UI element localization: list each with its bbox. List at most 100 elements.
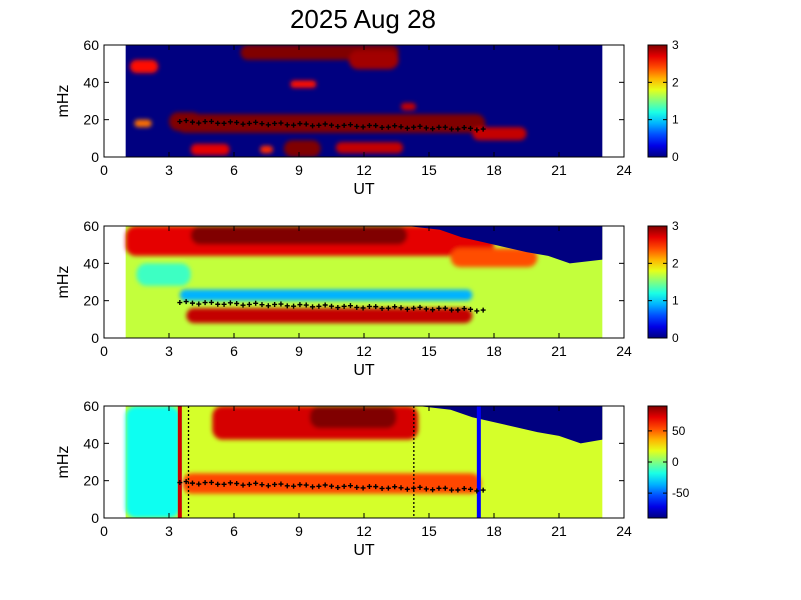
chart-title: 2025 Aug 28 bbox=[290, 4, 436, 34]
x-tick-label: 9 bbox=[295, 162, 303, 178]
colorbar-tick-label: 2 bbox=[672, 256, 679, 270]
ridge-point bbox=[215, 481, 221, 487]
colorbar-tick-label: 0 bbox=[672, 150, 679, 164]
ridge-point bbox=[373, 484, 379, 490]
x-tick-label: 3 bbox=[165, 162, 173, 178]
ridge-point bbox=[366, 483, 372, 489]
panel-phase: 0 3 6 9 12 15 18 21 24 0 20 40 60 UT mHz -50 0 50 bbox=[55, 398, 690, 559]
ridge-point bbox=[177, 480, 183, 486]
y-axis-label: mHz bbox=[55, 446, 72, 479]
ridge-point bbox=[284, 303, 290, 309]
y-tick-label: 0 bbox=[91, 330, 99, 346]
ridge-point bbox=[278, 481, 284, 487]
ridge-point bbox=[272, 120, 278, 126]
heatmap-blob bbox=[186, 308, 473, 324]
colorbar-tick-label: 0 bbox=[672, 455, 679, 469]
x-tick-label: 18 bbox=[486, 523, 502, 539]
ridge-point bbox=[202, 119, 208, 125]
ridge-point bbox=[480, 126, 486, 132]
ridge-point bbox=[278, 120, 284, 126]
ridge-point bbox=[329, 122, 334, 128]
x-tick-label: 24 bbox=[616, 162, 632, 178]
ridge-point bbox=[468, 306, 474, 312]
ridge-point bbox=[398, 485, 404, 491]
x-tick-label: 6 bbox=[230, 523, 238, 539]
heatmap-blob bbox=[450, 248, 538, 268]
x-tick-label: 15 bbox=[421, 523, 437, 539]
x-tick-label: 9 bbox=[295, 523, 303, 539]
ridge-point bbox=[392, 123, 398, 129]
ridge-point bbox=[430, 307, 436, 313]
ridge-point bbox=[411, 124, 417, 130]
ridge-point bbox=[310, 123, 316, 129]
colorbar bbox=[647, 225, 668, 339]
y-tick-label: 20 bbox=[83, 293, 99, 309]
ridge-point bbox=[423, 486, 429, 492]
ridge-point bbox=[291, 303, 297, 309]
ridge-point bbox=[354, 484, 360, 490]
ridge-point bbox=[303, 482, 309, 488]
ridge-point bbox=[310, 304, 316, 310]
ridge-point bbox=[189, 119, 195, 125]
ridge-point bbox=[373, 304, 379, 310]
ridge-point bbox=[189, 480, 195, 486]
x-tick-label: 3 bbox=[165, 523, 173, 539]
ridge-markers bbox=[177, 479, 486, 494]
heatmap-blob bbox=[190, 226, 408, 245]
heatmap-blob bbox=[134, 119, 152, 128]
ridge-point bbox=[455, 126, 461, 132]
ridge-point bbox=[240, 302, 246, 308]
ridge-point bbox=[310, 484, 316, 490]
x-axis-label: UT bbox=[353, 181, 375, 198]
ridge-point bbox=[177, 300, 183, 306]
ridge-point bbox=[360, 124, 366, 130]
ridge-point bbox=[234, 119, 240, 125]
ridge-point bbox=[335, 124, 341, 130]
y-tick-label: 60 bbox=[83, 218, 99, 234]
ridge-point bbox=[196, 120, 202, 126]
ridge-point bbox=[360, 305, 366, 311]
ridge-point bbox=[455, 307, 461, 313]
x-tick-label: 21 bbox=[551, 523, 567, 539]
colorbar-tick-label: -50 bbox=[672, 486, 690, 500]
x-tick-label: 21 bbox=[551, 343, 567, 359]
ridge-point bbox=[449, 307, 455, 313]
x-tick-label: 12 bbox=[356, 162, 372, 178]
ridge-point bbox=[455, 487, 461, 493]
ridge-point bbox=[221, 301, 227, 307]
ridge-point bbox=[234, 300, 240, 306]
ridge-point bbox=[347, 303, 353, 309]
heatmap-blob bbox=[190, 143, 230, 156]
colorbar-tick-label: 1 bbox=[672, 294, 679, 308]
ridge-point bbox=[221, 481, 227, 487]
x-tick-label: 3 bbox=[165, 343, 173, 359]
ridge-point bbox=[423, 306, 429, 312]
ridge-point bbox=[322, 121, 328, 127]
colorbar-tick-label: 3 bbox=[672, 219, 679, 233]
ridge-point bbox=[297, 121, 303, 127]
ridge-point bbox=[265, 303, 271, 309]
ridge-point bbox=[480, 487, 486, 493]
ridge-point bbox=[316, 122, 322, 128]
ridge-point bbox=[246, 301, 252, 307]
heatmap-blob bbox=[136, 263, 191, 286]
ridge-point bbox=[474, 308, 480, 314]
ridge-point bbox=[246, 120, 252, 126]
heatmap-blob bbox=[130, 59, 159, 73]
ridge-point bbox=[208, 299, 214, 305]
x-axis-label: UT bbox=[353, 362, 375, 379]
heatmap-blob bbox=[125, 406, 180, 518]
ridge-point bbox=[303, 302, 309, 308]
ridge-point bbox=[398, 124, 404, 130]
ridge-point bbox=[430, 126, 436, 132]
ridge-point bbox=[379, 124, 385, 130]
ridge-point bbox=[366, 122, 372, 128]
heatmap-content bbox=[125, 45, 603, 157]
colorbar-tick-label: 0 bbox=[672, 331, 679, 345]
ridge-point bbox=[208, 479, 214, 485]
x-tick-label: 15 bbox=[421, 343, 437, 359]
y-axis-label: mHz bbox=[55, 266, 72, 299]
ridge-point bbox=[253, 119, 259, 125]
ridge-point bbox=[449, 126, 455, 132]
